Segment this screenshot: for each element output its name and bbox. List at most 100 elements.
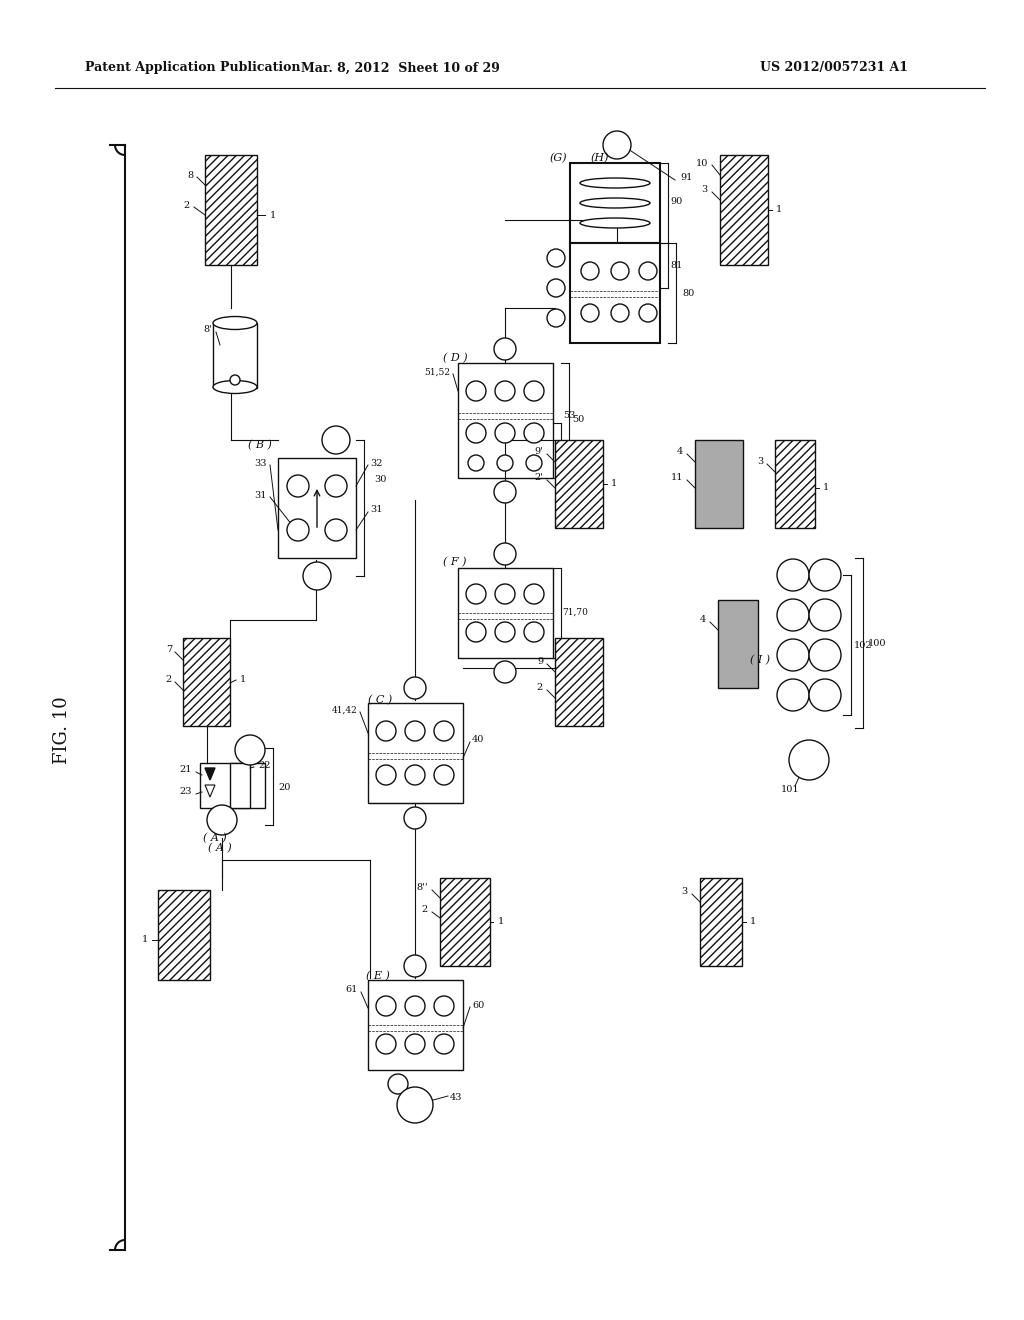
Text: 10: 10 <box>695 158 708 168</box>
Text: 9: 9 <box>537 657 543 667</box>
Circle shape <box>497 455 513 471</box>
Bar <box>183 638 230 726</box>
Text: 53: 53 <box>563 411 575 420</box>
Bar <box>570 162 660 243</box>
Text: 2': 2' <box>534 474 543 483</box>
Circle shape <box>495 583 515 605</box>
Circle shape <box>495 381 515 401</box>
Circle shape <box>611 261 629 280</box>
Text: 1: 1 <box>498 917 504 927</box>
Text: 1: 1 <box>141 936 148 945</box>
Circle shape <box>434 721 454 741</box>
Circle shape <box>809 678 841 711</box>
Ellipse shape <box>213 317 257 330</box>
Circle shape <box>494 543 516 565</box>
Bar <box>230 763 250 808</box>
Bar <box>458 363 553 478</box>
Ellipse shape <box>580 218 650 228</box>
Bar <box>775 440 815 528</box>
Text: 43: 43 <box>450 1093 463 1102</box>
Text: 50: 50 <box>572 416 585 425</box>
Circle shape <box>777 599 809 631</box>
Circle shape <box>581 261 599 280</box>
Bar <box>555 440 603 528</box>
Circle shape <box>406 997 425 1016</box>
Bar <box>458 568 553 657</box>
Text: 60: 60 <box>472 1001 484 1010</box>
Circle shape <box>466 381 486 401</box>
Circle shape <box>547 279 565 297</box>
Text: (G): (G) <box>549 153 567 164</box>
Text: ( F ): ( F ) <box>443 557 467 568</box>
Text: US 2012/0057231 A1: US 2012/0057231 A1 <box>760 62 908 74</box>
Text: 61: 61 <box>346 986 358 994</box>
Text: 30: 30 <box>374 475 386 484</box>
Circle shape <box>494 480 516 503</box>
Circle shape <box>406 766 425 785</box>
Bar <box>158 890 210 979</box>
Circle shape <box>603 131 631 158</box>
Text: 51,52: 51,52 <box>424 367 450 376</box>
Bar <box>700 878 742 966</box>
Text: 81: 81 <box>670 260 682 269</box>
Circle shape <box>404 677 426 700</box>
Bar <box>213 323 257 388</box>
Text: 31: 31 <box>255 491 267 499</box>
Text: 22: 22 <box>258 760 270 770</box>
Text: 1: 1 <box>611 479 617 488</box>
Text: ( A ): ( A ) <box>208 843 231 853</box>
Text: 102: 102 <box>854 640 872 649</box>
Circle shape <box>434 1034 454 1053</box>
Text: 71,70: 71,70 <box>562 607 588 616</box>
Circle shape <box>495 622 515 642</box>
Text: 100: 100 <box>868 639 887 648</box>
Circle shape <box>809 558 841 591</box>
Circle shape <box>777 678 809 711</box>
Circle shape <box>581 304 599 322</box>
Circle shape <box>388 1074 408 1094</box>
Bar <box>718 601 758 688</box>
Text: Mar. 8, 2012  Sheet 10 of 29: Mar. 8, 2012 Sheet 10 of 29 <box>301 62 500 74</box>
Text: ( C ): ( C ) <box>368 694 392 705</box>
Text: 8': 8' <box>203 326 212 334</box>
Text: 20: 20 <box>278 783 291 792</box>
Circle shape <box>777 639 809 671</box>
Circle shape <box>524 381 544 401</box>
Circle shape <box>611 304 629 322</box>
Text: FIG. 10: FIG. 10 <box>53 696 71 764</box>
Ellipse shape <box>213 380 257 393</box>
Ellipse shape <box>580 178 650 187</box>
Circle shape <box>494 661 516 682</box>
Bar <box>368 979 463 1071</box>
Bar <box>200 763 265 808</box>
Circle shape <box>777 558 809 591</box>
Text: 3: 3 <box>701 186 708 194</box>
Text: 11: 11 <box>671 474 683 483</box>
Text: 1: 1 <box>776 206 782 214</box>
Circle shape <box>809 639 841 671</box>
Circle shape <box>404 954 426 977</box>
Bar <box>570 243 660 343</box>
Text: 23: 23 <box>179 788 193 796</box>
Bar <box>555 638 603 726</box>
Text: 4: 4 <box>699 615 706 624</box>
Text: 101: 101 <box>780 785 800 795</box>
Ellipse shape <box>580 198 650 209</box>
Text: ( I ): ( I ) <box>750 655 770 665</box>
Circle shape <box>406 721 425 741</box>
Text: 33: 33 <box>255 458 267 467</box>
Circle shape <box>524 622 544 642</box>
Text: 90: 90 <box>670 198 682 206</box>
Circle shape <box>809 599 841 631</box>
Bar <box>440 878 490 966</box>
Text: 91: 91 <box>680 173 692 182</box>
Text: 8: 8 <box>186 170 193 180</box>
Text: 2: 2 <box>537 684 543 693</box>
Circle shape <box>287 519 309 541</box>
Text: Patent Application Publication: Patent Application Publication <box>85 62 300 74</box>
Circle shape <box>234 735 265 766</box>
Circle shape <box>404 807 426 829</box>
Circle shape <box>322 426 350 454</box>
Circle shape <box>526 455 542 471</box>
Circle shape <box>207 805 237 836</box>
